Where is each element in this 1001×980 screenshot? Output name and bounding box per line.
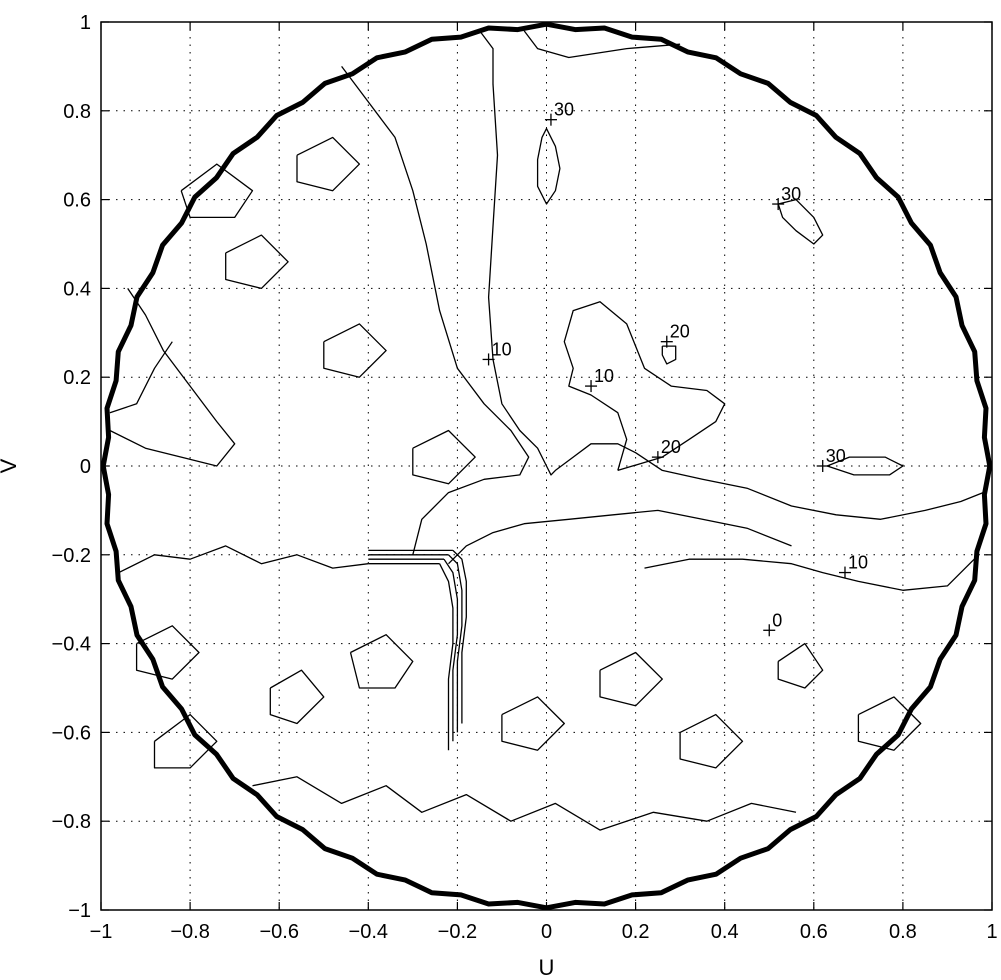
- contour-line-level-0: [679, 713, 744, 769]
- contour-label-text: 30: [554, 100, 574, 120]
- contour-line-level-0: [501, 696, 565, 751]
- contour-line-level-10: [644, 554, 980, 591]
- contour-line-level-0: [323, 323, 387, 378]
- contour-label-text: 10: [594, 366, 614, 386]
- contour-line-level-0: [349, 634, 414, 689]
- x-tick-label: 0.6: [800, 921, 828, 943]
- contour-line-level-0: [777, 642, 824, 689]
- tick-labels: −1 −0.8 −0.6 −0.4 −0.2 0 0.2 0.4 0.6 0.8 1 −1 −0.8 −0…: [52, 12, 998, 943]
- y-tick-label: 0.6: [63, 190, 91, 212]
- x-tick-label: 0.8: [889, 921, 917, 943]
- contour-line-level-0: [439, 563, 454, 751]
- x-axis-label: U: [539, 955, 555, 980]
- contour-line-level-0: [135, 625, 200, 680]
- y-tick-label: −0.2: [52, 545, 91, 567]
- contour-line-level-0: [118, 545, 369, 574]
- contour-line-level-10: [523, 30, 681, 59]
- contour-line-level-30: [826, 456, 904, 476]
- contour-label-text: 0: [772, 610, 782, 630]
- x-tick-label: −0.6: [259, 921, 298, 943]
- contour-line-level-0: [341, 66, 530, 555]
- contour-label-text: 10: [492, 339, 512, 359]
- contour-line-level-0: [296, 136, 361, 192]
- y-tick-label: 1: [80, 12, 91, 34]
- x-tick-label: −1: [90, 921, 113, 943]
- y-tick-label: 0.2: [63, 367, 91, 389]
- x-tick-label: −0.4: [349, 921, 388, 943]
- contour-line-level-0: [109, 288, 236, 467]
- contour-label-text: 30: [826, 446, 846, 466]
- contour-line-level-30: [536, 128, 561, 205]
- contour-line-level-10: [109, 341, 173, 414]
- y-tick-label: 0.4: [63, 278, 91, 300]
- x-tick-label: 0.2: [622, 921, 650, 943]
- y-tick-label: 0.8: [63, 101, 91, 123]
- contour-line-level-30: [452, 549, 467, 724]
- contour-line-level-0: [599, 651, 663, 707]
- y-tick-label: −1: [68, 900, 91, 922]
- axis-ticks: [100, 21, 993, 911]
- y-tick-label: 0: [80, 456, 91, 478]
- contour-label-text: 10: [848, 553, 868, 573]
- circular-boundary: [100, 21, 993, 911]
- y-axis-label: V: [0, 458, 21, 473]
- contour-lines: [109, 30, 984, 831]
- x-tick-label: 0.4: [711, 921, 739, 943]
- y-tick-label: −0.6: [52, 722, 91, 744]
- contour-line-level-0: [448, 509, 792, 565]
- contour-line-level-20: [563, 301, 726, 472]
- contour-line-level-20: [661, 345, 677, 365]
- contour-line-level-0: [412, 429, 476, 485]
- boundary-circle: [100, 21, 993, 911]
- contour-line-level-0: [180, 163, 254, 219]
- contour-label-text: 20: [670, 322, 690, 342]
- contour-line-level-30: [777, 198, 824, 245]
- x-tick-label: −0.2: [438, 921, 477, 943]
- y-tick-label: −0.8: [52, 811, 91, 833]
- x-tick-label: −0.8: [170, 921, 209, 943]
- contour-line-level-0: [252, 776, 797, 831]
- contour-line-level-20: [448, 554, 463, 733]
- contour-label-text: 30: [781, 184, 801, 204]
- x-tick-label: 0: [541, 921, 552, 943]
- contour-line-level-10: [443, 558, 459, 742]
- contour-line-level-0: [153, 713, 218, 769]
- contour-label-text: 20: [661, 437, 681, 457]
- contour-line-level-0: [269, 669, 325, 725]
- contour-labels: 30 30 20 10 10 20 30 10 0: [482, 100, 868, 637]
- x-tick-label: 1: [986, 921, 997, 943]
- contour-line-level-0: [225, 234, 289, 290]
- contour-line-level-10: [479, 30, 984, 520]
- contour-line-level-0: [857, 696, 922, 751]
- y-tick-label: −0.4: [52, 634, 91, 656]
